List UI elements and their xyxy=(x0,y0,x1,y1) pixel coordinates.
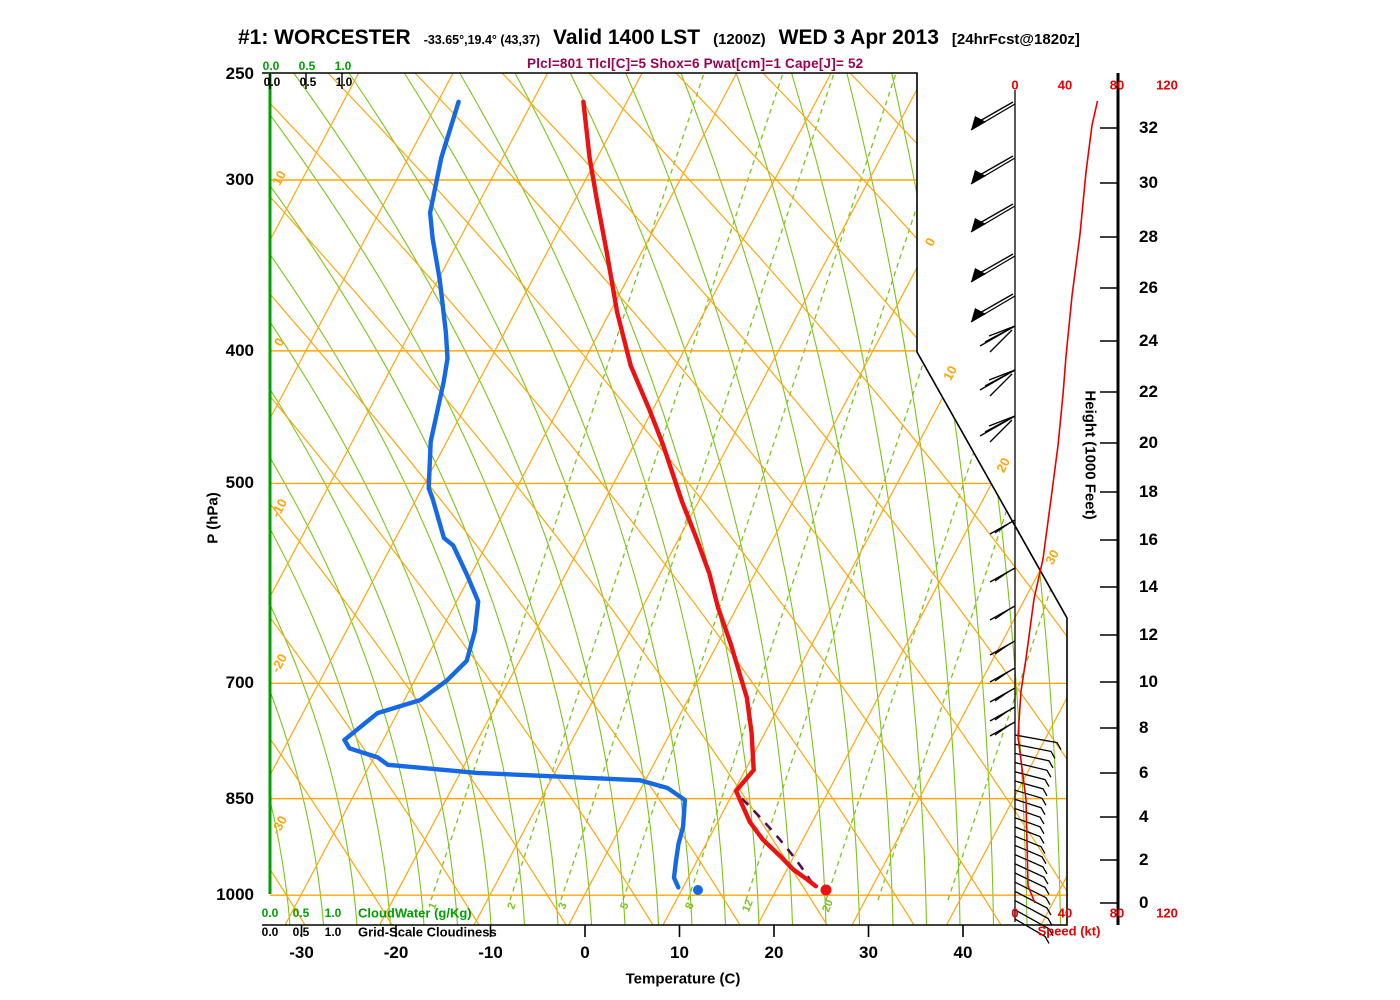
height-tick-label: 14 xyxy=(1139,577,1158,596)
temperature-tick-label: 0 xyxy=(580,943,590,962)
cloudwater-scale-value-bottom: 0.0 xyxy=(261,906,279,920)
speed-tick-label-bottom: 40 xyxy=(1057,905,1073,921)
temperature-tick-label: 30 xyxy=(859,943,878,962)
pressure-tick-label: 300 xyxy=(225,170,254,189)
gridscale-scale-value-bottom: 0.5 xyxy=(292,925,310,939)
height-tick-label: 12 xyxy=(1139,625,1158,644)
temperature-tick-label: 40 xyxy=(953,943,973,962)
pressure-tick-label: 250 xyxy=(225,64,254,83)
height-tick-label: 26 xyxy=(1139,278,1158,297)
cloudwater-scale-value-top: 1.0 xyxy=(334,59,352,73)
pressure-tick-label: 500 xyxy=(225,473,254,493)
temperature-tick-label: 10 xyxy=(670,943,689,962)
y-axis-title: P (hPa) xyxy=(204,492,222,544)
gridscale-scale-title: Grid-Scale Cloudiness xyxy=(358,924,497,940)
height-tick-label: 28 xyxy=(1139,227,1158,246)
height-tick-label: 8 xyxy=(1139,718,1149,737)
cloudwater-scale-title: CloudWater (g/Kg) xyxy=(358,905,472,921)
temperature-tick-label: 20 xyxy=(764,943,784,962)
valid-zulu: (1200Z) xyxy=(713,31,766,48)
height-tick-label: 32 xyxy=(1139,118,1158,137)
gridscale-scale-value-top: 0.5 xyxy=(299,75,317,89)
height-axis-title: Height (1000 Feet) xyxy=(1081,390,1099,520)
gridscale-scale-value-top: 1.0 xyxy=(335,75,353,89)
speed-tick-label-top: 0 xyxy=(1011,77,1019,93)
speed-tick-label-bottom: 0 xyxy=(1011,905,1019,921)
speed-tick-label-top: 80 xyxy=(1109,77,1125,93)
height-tick-label: 18 xyxy=(1139,482,1158,501)
pressure-tick-label: 700 xyxy=(225,673,254,693)
gridscale-scale-value-top: 0.0 xyxy=(263,75,281,89)
height-tick-label: 0 xyxy=(1139,893,1149,912)
height-tick-label: 20 xyxy=(1139,433,1158,452)
height-tick-label: 30 xyxy=(1139,173,1158,192)
speed-tick-label-bottom: 120 xyxy=(1156,905,1178,921)
speed-axis-title: Speed (kt) xyxy=(1037,923,1101,939)
forecast-tag: [24hrFcst@1820z] xyxy=(951,31,1080,48)
station-name: #1: WORCESTER xyxy=(238,26,411,49)
height-tick-label: 6 xyxy=(1139,763,1149,782)
gridscale-scale-value-bottom: 0.0 xyxy=(261,925,279,939)
temperature-tick-label: -10 xyxy=(478,943,503,962)
station-coords: -33.65°,19.4° (43,37) xyxy=(423,33,541,47)
speed-tick-label-top: 40 xyxy=(1057,77,1073,93)
cloudwater-scale-value-top: 0.5 xyxy=(298,59,316,73)
gridscale-scale-value-bottom: 1.0 xyxy=(324,925,342,939)
cloudwater-scale-value-bottom: 1.0 xyxy=(324,906,342,920)
pressure-tick-label: 850 xyxy=(225,788,254,808)
pressure-tick-label: 400 xyxy=(225,340,254,360)
temperature-tick-label: -30 xyxy=(289,943,314,962)
cloudwater-scale-value-bottom: 0.5 xyxy=(292,906,310,920)
cloudwater-scale-value-top: 0.0 xyxy=(262,59,280,73)
valid-date: WED 3 Apr 2013 xyxy=(778,26,939,49)
valid-time: Valid 1400 LST xyxy=(553,26,701,49)
height-tick-label: 4 xyxy=(1139,807,1149,826)
height-tick-label: 16 xyxy=(1139,530,1158,549)
height-tick-label: 22 xyxy=(1139,382,1158,401)
pressure-tick-label: 1000 xyxy=(216,885,254,905)
chart-title: #1: WORCESTER -33.65°,19.4° (43,37) Vali… xyxy=(238,26,1080,50)
height-tick-label: 2 xyxy=(1139,850,1149,869)
temperature-tick-label: -20 xyxy=(383,943,409,962)
x-axis-title: Temperature (C) xyxy=(625,970,741,988)
stability-indices: Plcl=801 Tlcl[C]=5 Shox=6 Pwat[cm]=1 Cap… xyxy=(527,56,864,71)
height-tick-label: 10 xyxy=(1139,672,1158,691)
height-tick-label: 24 xyxy=(1139,331,1158,350)
speed-tick-label-top: 120 xyxy=(1156,77,1178,93)
speed-tick-label-bottom: 80 xyxy=(1109,905,1125,921)
